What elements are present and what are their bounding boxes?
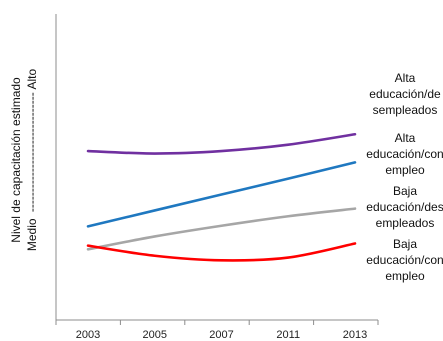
y-axis-label: Nivel de capacitación estimado [9,77,23,243]
series-label-line: sempleados [373,103,438,117]
series-line [86,161,357,228]
x-tick-label: 2003 [76,329,100,341]
series-label-line: empleados [376,216,435,230]
series-label: Alta educación/de sempleados [369,71,441,117]
series-label-line: educación/con [366,147,443,161]
series-label-line: empleo [385,163,425,177]
series-label-line: Baja [393,237,417,251]
series-label: Baja educación/des empleados [366,184,443,230]
y-axis-dashes: ------------------------------ [25,92,39,212]
series-lines [86,132,357,262]
x-ticks: 2003 2005 2007 2011 2013 [55,320,379,341]
y-axis-range-label: Medio ------------------------------ Alt… [25,69,39,252]
series-label: Baja educación/con empleo [366,237,443,283]
series-label-line: Baja [393,184,417,198]
y-axis-range-text: Medio ------------------------------ Alt… [25,69,39,252]
y-axis-label-line1: Nivel de capacitación estimado [9,77,23,243]
series-label-line: educación/de [369,87,441,101]
series-label-line: educación/con [366,253,443,267]
series-label: Alta educación/con empleo [366,131,443,177]
series-line [86,242,357,262]
x-tick-label: 2007 [209,329,233,341]
series-label-line: empleo [385,269,425,283]
series-line [86,207,357,251]
x-tick-label: 2005 [143,329,167,341]
series-label-line: Alta [395,71,416,85]
x-tick-label: 2011 [276,329,300,341]
series-label-line: Alta [395,131,416,145]
series-label-line: educación/des [366,200,443,214]
y-axis-high-label: Alto [25,69,39,90]
series-line [86,132,357,155]
y-axis-low-label: Medio [25,218,39,251]
x-tick-label: 2013 [343,329,367,341]
